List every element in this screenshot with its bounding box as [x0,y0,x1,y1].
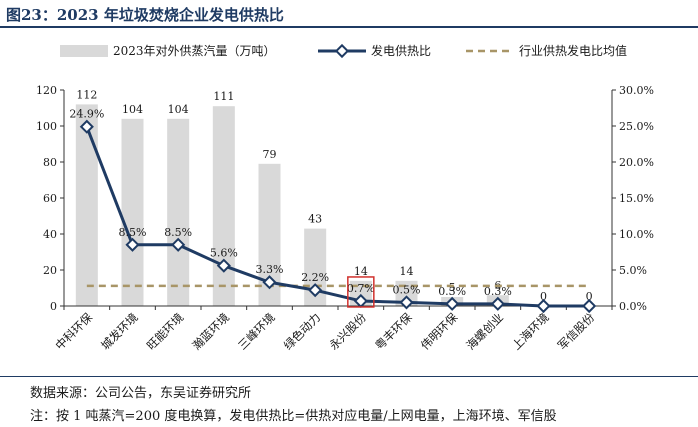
category-label: 旺能环境 [144,310,186,352]
ratio-point [582,298,597,314]
title-divider [0,26,698,28]
ratio-value-label: 0.3% [484,285,512,298]
legend-label-bar: 2023年对外供蒸汽量（万吨） [113,43,276,58]
ratio-value-label: 0.3% [438,285,466,298]
legend-label-line: 发电供热比 [371,43,431,58]
y-right-tick-label: 0.0% [619,300,647,313]
bar-value-label: 5 [449,281,456,294]
bar [121,118,144,306]
y-right-tick-label: 10.0% [619,228,654,241]
ratio-point [353,293,368,309]
bar [75,104,98,307]
ratio-point [536,298,551,314]
ratio-point [399,295,414,310]
y-right-tick-label: 5.0% [619,264,647,277]
ratio-point [171,237,186,252]
legend-marker-line [334,43,350,59]
y-left-tick-label: 100 [36,120,57,133]
ratio-value-label: 0.5% [393,283,421,296]
highlight-box [347,276,375,308]
ratio-value-label: 8.5% [119,226,147,239]
footer-divider [0,376,698,377]
bar [167,118,190,306]
ratio-point [490,296,505,311]
bar-value-label: 0 [540,290,547,303]
y-left-tick-label: 60 [43,192,57,205]
bar-value-label: 112 [76,88,97,101]
ratio-value-label: 8.5% [164,226,192,239]
ratio-value-label: 5.6% [210,247,238,260]
ratio-point [262,275,277,290]
category-label: 三峰环境 [235,310,277,352]
bar-value-label: 14 [400,265,414,278]
ratio-line [85,126,590,308]
bar-value-label: 0 [586,290,593,303]
category-label: 瀚蓝环境 [190,310,232,352]
ratio-point [125,237,140,252]
y-right-tick-label: 15.0% [619,192,654,205]
source-note: 数据来源：公司公告，东吴证券研究所 [30,386,252,401]
y-right-tick-label: 20.0% [619,156,654,169]
legend-swatch-bar [60,45,108,57]
ratio-point [79,119,94,134]
y-left-tick-label: 40 [43,228,57,241]
ratio-value-label: 0.7% [347,282,375,295]
category-label: 上海环境 [509,310,551,352]
category-label: 伟明环保 [418,310,461,353]
bar-value-label: 104 [122,103,143,116]
ratio-value-label: 2.2% [301,271,329,284]
category-label: 城发环境 [98,310,140,352]
y-left-tick-label: 0 [50,300,57,313]
ratio-point [216,258,231,273]
bar [212,106,235,306]
category-label: 永兴股份 [327,310,370,353]
y-right-tick-label: 25.0% [619,120,654,133]
ratio-value-label: 3.3% [256,263,284,276]
category-label: 海螺创业 [464,310,506,352]
category-label: 粤丰环保 [372,310,415,353]
footnote: 注：按 1 吨蒸汽=200 度电换算，发电供热比=供热对应电量/上网电量，上海环… [30,409,557,424]
bar-value-label: 104 [168,103,189,116]
chart-title: 图23：2023 年垃圾焚烧企业发电供热比 [6,6,284,24]
y-left-tick-label: 120 [36,84,57,97]
y-left-tick-label: 80 [43,156,57,169]
y-right-tick-label: 30.0% [619,84,654,97]
ratio-value-label: 24.9% [69,108,104,121]
ratio-point [445,296,460,311]
bar [258,163,281,306]
chart: 2023年对外供蒸汽量（万吨） 发电供热比 行业供热发电比均值 0 20 40 60 80 10… [36,43,654,353]
y-left-tick-label: 20 [43,264,57,277]
category-label: 绿色动力 [281,310,323,352]
legend-label-avg: 行业供热发电比均值 [519,43,627,58]
bar-value-label: 79 [263,148,277,161]
bar-value-label: 43 [308,213,322,226]
category-label: 中科环保 [53,310,96,353]
bar-value-label: 111 [213,90,234,103]
bar-value-label: 14 [354,265,368,278]
category-label: 军信股份 [555,310,598,353]
ratio-point [308,283,323,298]
bar [395,280,418,306]
